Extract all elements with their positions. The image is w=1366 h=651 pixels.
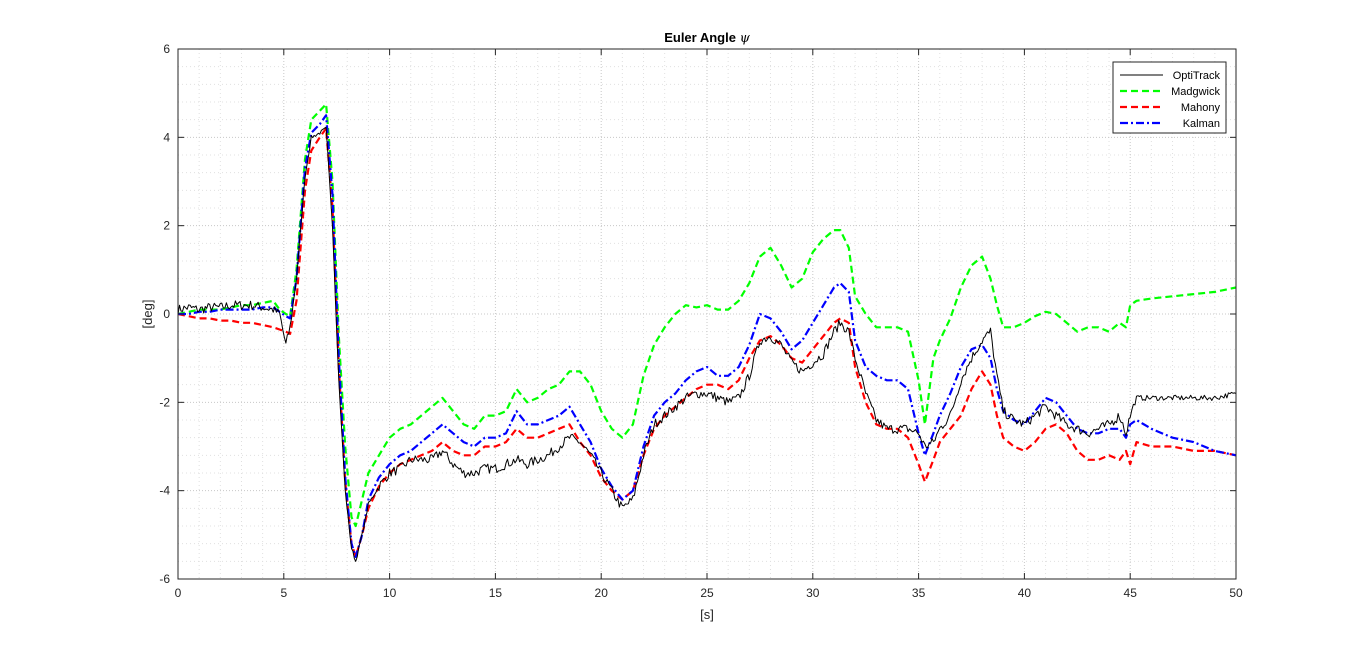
series-line-madgwick	[177, 103, 1237, 528]
x-tick-label: 5	[280, 586, 287, 600]
x-tick-labels: 0 5 10 15 20 25 30 35 40 45 50	[175, 586, 1243, 600]
x-tick-label: 30	[806, 586, 820, 600]
y-tick-label: 6	[163, 42, 170, 56]
axis-ticks	[177, 48, 1237, 580]
x-tick-label: 15	[489, 586, 503, 600]
y-tick-label: -4	[159, 484, 170, 498]
x-tick-label: 20	[595, 586, 609, 600]
x-axis-label: [s]	[700, 607, 714, 622]
series-layer	[177, 103, 1237, 562]
series-line-optitrack	[177, 126, 1237, 562]
y-tick-label: 4	[163, 130, 170, 144]
legend-box	[1112, 61, 1227, 134]
x-tick-label: 35	[912, 586, 926, 600]
x-tick-label: 25	[700, 586, 714, 600]
legend-label-optitrack: OptiTrack	[1173, 70, 1221, 82]
y-tick-label: -2	[159, 395, 170, 409]
y-tick-label: 0	[163, 307, 170, 321]
x-tick-label: 40	[1018, 586, 1032, 600]
y-tick-labels: 6 4 2 0 -2 -4 -6	[159, 42, 170, 586]
legend: OptiTrack Madgwick Mahony Kalman	[1112, 61, 1227, 134]
legend-label-mahony: Mahony	[1181, 102, 1221, 114]
legend-label-madgwick: Madgwick	[1171, 86, 1220, 98]
chart-title: Euler Angle ψ	[664, 30, 750, 46]
x-tick-label: 10	[383, 586, 397, 600]
chart-title-text: Euler Angle	[664, 30, 739, 45]
minor-grid	[178, 49, 1236, 579]
series-line-kalman	[178, 114, 1237, 558]
y-axis-label: [deg]	[140, 300, 155, 329]
x-tick-label: 0	[175, 586, 182, 600]
x-tick-label: 50	[1229, 586, 1243, 600]
y-tick-label: -6	[159, 572, 170, 586]
legend-label-kalman: Kalman	[1183, 118, 1220, 130]
y-tick-label: 2	[163, 219, 170, 233]
chart-title-symbol: ψ	[740, 31, 751, 46]
major-grid	[178, 49, 1236, 579]
x-tick-label: 45	[1124, 586, 1138, 600]
